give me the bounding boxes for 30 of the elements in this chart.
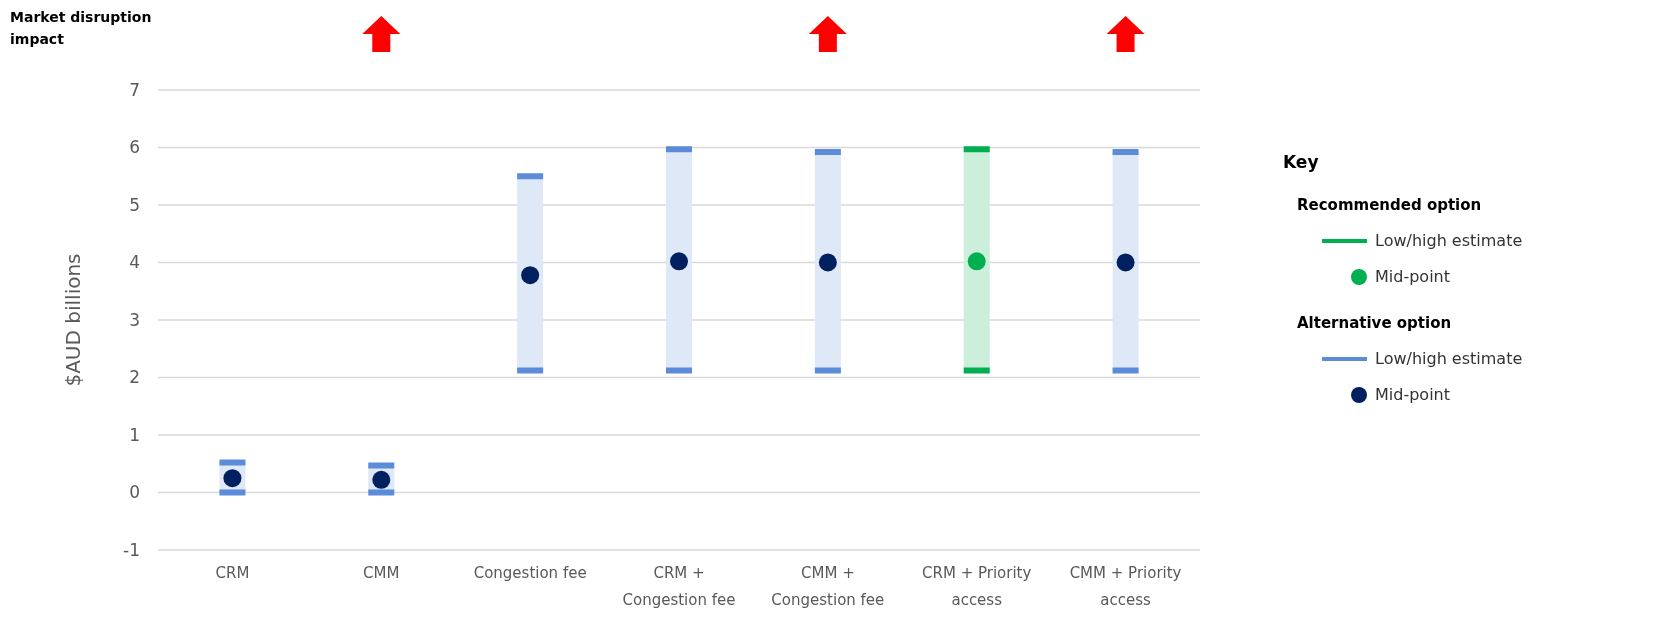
point [818,253,837,272]
legend-label: Mid-point [1375,267,1450,286]
x-tick-label: CMM [363,564,400,582]
legend-label: Low/high estimate [1375,231,1523,250]
y-axis-title: $AUD billions [61,253,85,387]
text: Recommended option [1297,196,1482,214]
x-tick-label: CRM [215,564,250,582]
x-tick-label: Congestion fee [473,564,587,582]
y-tick-label: 1 [129,424,140,445]
point [521,266,540,285]
y-tick-label: 6 [129,137,140,158]
legend-label: Mid-point [1375,385,1450,404]
point [670,252,688,271]
legend-title: Key [1283,152,1319,172]
x-tick-label: CMM + Congestion fee [771,564,885,609]
y-tick-label: 2 [129,367,140,388]
y-tick-label: -1 [123,539,140,560]
x-tick-label: CRM + Congestion fee [622,564,736,609]
x-tick-label: CMM + Priority access [1069,564,1182,609]
x-tick-label: CRM + Priority access [922,564,1032,609]
legend-label: Low/high estimate [1375,349,1523,368]
y-tick-label: 3 [129,309,140,330]
point [967,252,986,271]
y-tick-label: 5 [129,194,140,215]
y-tick-label: 4 [129,252,140,273]
text: Alternative option [1297,314,1452,332]
text: Market disruption impact [10,9,152,47]
y-tick-label: 0 [129,482,140,503]
y-tick-label: 7 [129,79,140,100]
point [1116,253,1135,272]
